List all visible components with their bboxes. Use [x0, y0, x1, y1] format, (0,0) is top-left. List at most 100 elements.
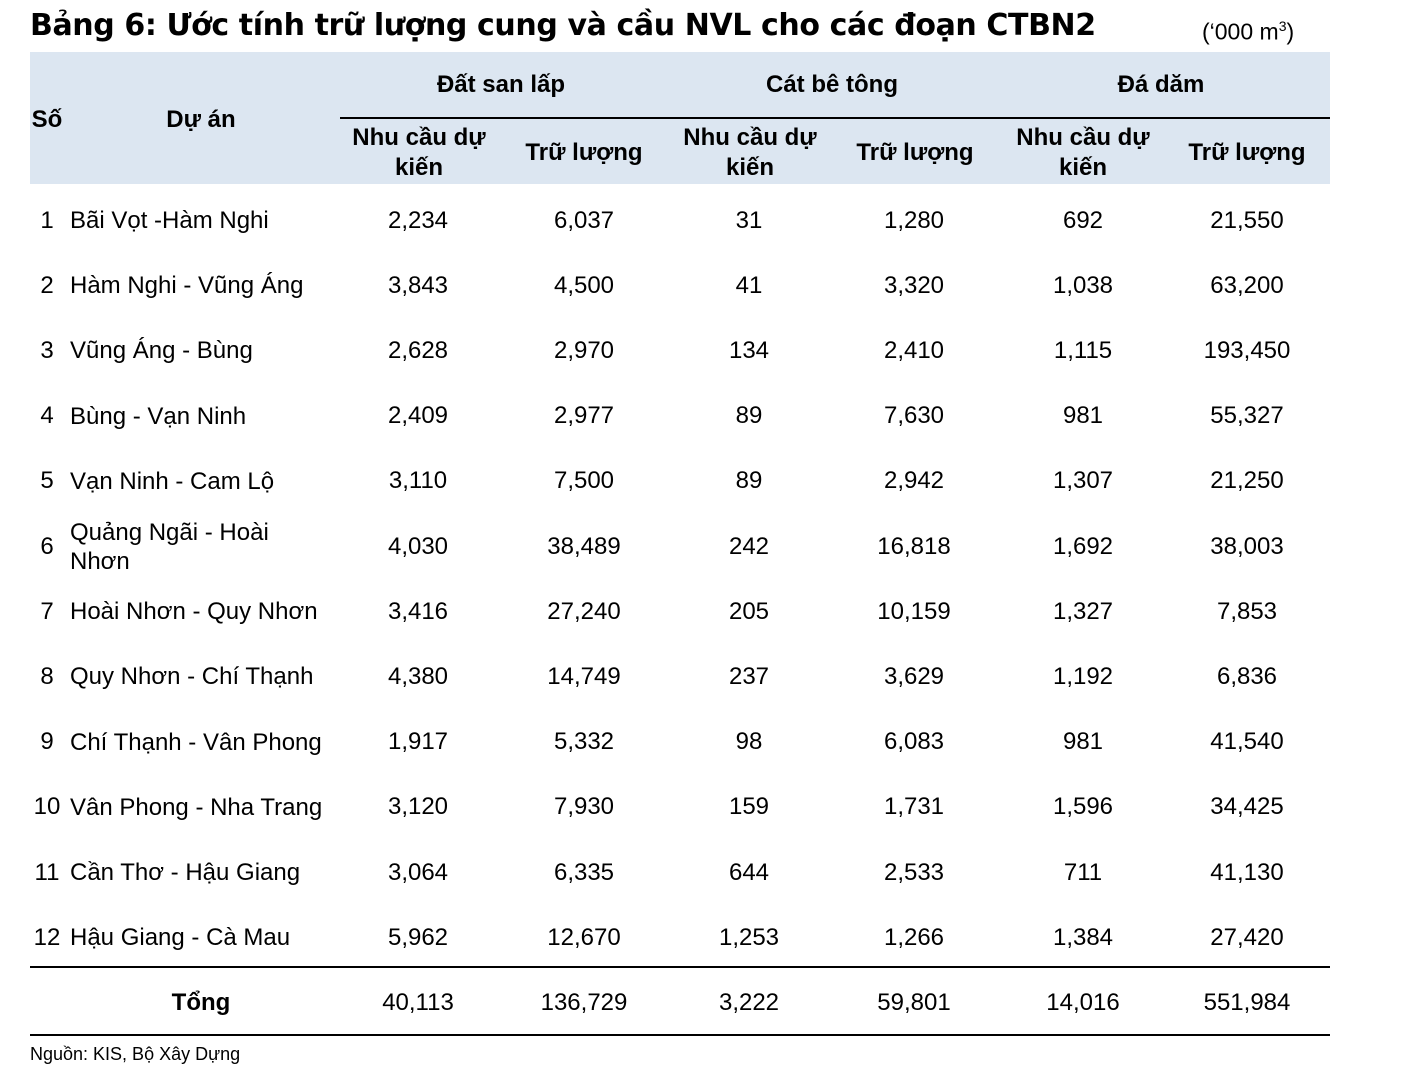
header-demand-2: Nhu cầu dự kiến [683, 124, 817, 181]
value-cell: 1,917 [387, 728, 449, 756]
value-cell: 1,307 [1052, 467, 1114, 495]
total-cell: 136,729 [540, 988, 628, 1016]
value-cell: 7,630 [883, 402, 945, 430]
value-cell: 2,977 [553, 402, 615, 430]
row-number: 10 [33, 793, 61, 821]
row-number: 11 [34, 858, 60, 886]
value-cell: 1,731 [883, 793, 945, 821]
value-cell: 1,253 [718, 923, 780, 951]
header-du-an: Dự án [166, 106, 236, 133]
project-name: Vũng Áng - Bùng [70, 337, 253, 365]
value-cell: 38,489 [547, 532, 621, 560]
value-cell: 3,843 [387, 271, 449, 299]
value-cell: 3,320 [883, 271, 945, 299]
value-cell: 1,596 [1052, 793, 1114, 821]
value-cell: 5,332 [553, 728, 615, 756]
value-cell: 1,327 [1052, 597, 1114, 625]
value-cell: 1,280 [883, 206, 945, 234]
row-number: 5 [40, 467, 54, 495]
total-cell: 551,984 [1203, 988, 1291, 1016]
value-cell: 1,192 [1052, 662, 1114, 690]
project-name: Hậu Giang - Cà Mau [70, 924, 291, 952]
value-cell: 10,159 [877, 597, 951, 625]
total-bottom-rule [30, 1034, 1330, 1036]
table-row: 2 Hàm Nghi - Vũng Áng 3,843 4,500 41 3,320 1,0… [30, 253, 1330, 318]
table-title: Bảng 6: Ước tính trữ lượng cung và cầu N… [30, 8, 1096, 43]
table-row: 4 Bùng - Vạn Ninh 2,409 2,977 89 7,630 981 55,3… [30, 384, 1330, 449]
project-name: Bùng - Vạn Ninh [70, 402, 247, 430]
value-cell: 41 [735, 271, 763, 299]
total-cell: 14,016 [1046, 988, 1120, 1016]
header-group-da-dam: Đá dăm [1117, 71, 1205, 98]
value-cell: 205 [728, 597, 770, 625]
unit-label: (‘000 m3) [1202, 18, 1295, 45]
value-cell: 34,425 [1210, 793, 1284, 821]
row-number: 1 [40, 206, 54, 234]
table-row: 6 Quảng Ngãi - Hoài Nhơn 4,030 38,489 242 16,… [30, 514, 1330, 579]
total-cell: 40,113 [382, 988, 454, 1016]
value-cell: 1,266 [883, 923, 945, 951]
value-cell: 21,550 [1210, 206, 1284, 234]
header-group-dat-san-lap: Đất san lấp [436, 71, 566, 98]
table-row: 8 Quy Nhơn - Chí Thạnh 4,380 14,749 237 3,629… [30, 644, 1330, 709]
value-cell: 4,380 [387, 662, 449, 690]
value-cell: 3,064 [387, 858, 449, 886]
header-demand-3: Nhu cầu dự kiến [1016, 124, 1150, 181]
total-label: Tổng [171, 988, 231, 1016]
value-cell: 692 [1062, 206, 1104, 234]
header-demand-1: Nhu cầu dự kiến [352, 124, 486, 181]
value-cell: 38,003 [1210, 532, 1284, 560]
value-cell: 7,500 [553, 467, 615, 495]
value-cell: 7,853 [1216, 597, 1278, 625]
value-cell: 12,670 [547, 923, 621, 951]
table-row: 3 Vũng Áng - Bùng 2,628 2,970 134 2,410 1,115 1… [30, 318, 1330, 383]
project-name: Quy Nhơn - Chí Thạnh [70, 663, 314, 691]
value-cell: 16,818 [877, 532, 951, 560]
value-cell: 159 [728, 793, 770, 821]
value-cell: 27,420 [1210, 923, 1284, 951]
project-name: Cần Thơ - Hậu Giang [70, 859, 301, 886]
value-cell: 63,200 [1210, 271, 1284, 299]
value-cell: 1,038 [1052, 271, 1114, 299]
value-cell: 41,540 [1210, 728, 1284, 756]
value-cell: 2,970 [553, 336, 615, 364]
value-cell: 4,030 [387, 532, 449, 560]
value-cell: 6,836 [1216, 662, 1278, 690]
table-row: 11 Cần Thơ - Hậu Giang 3,064 6,335 644 2,533 7… [30, 840, 1330, 905]
source-note: Nguồn: KIS, Bộ Xây Dựng [30, 1044, 241, 1064]
value-cell: 1,115 [1053, 336, 1113, 364]
value-cell: 981 [1062, 402, 1104, 430]
header-reserve-1: Trữ lượng [525, 139, 643, 166]
row-number: 12 [33, 923, 61, 951]
table-row: 10 Vân Phong - Nha Trang 3,120 7,930 159 1,73… [30, 775, 1330, 840]
value-cell: 3,110 [388, 467, 448, 495]
value-cell: 193,450 [1203, 336, 1291, 364]
value-cell: 21,250 [1210, 467, 1284, 495]
value-cell: 711 [1063, 858, 1103, 886]
value-cell: 6,335 [553, 858, 615, 886]
value-cell: 27,240 [547, 597, 621, 625]
project-name: Vạn Ninh - Cam Lộ [70, 467, 275, 495]
value-cell: 2,410 [883, 336, 945, 364]
table-row: 5 Vạn Ninh - Cam Lộ 3,110 7,500 89 2,942 1,307… [30, 449, 1330, 514]
project-name: Chí Thạnh - Vân Phong [70, 728, 322, 756]
row-number: 2 [40, 271, 54, 299]
project-name: Bãi Vọt -Hàm Nghi [70, 207, 269, 234]
table-row: 1 Bãi Vọt -Hàm Nghi 2,234 6,037 31 1,280 692 21… [30, 188, 1330, 253]
value-cell: 7,930 [553, 793, 615, 821]
value-cell: 2,533 [883, 858, 945, 886]
value-cell: 981 [1062, 728, 1104, 756]
value-cell: 2,942 [883, 467, 945, 495]
table-row: 12 Hậu Giang - Cà Mau 5,962 12,670 1,253 1,26… [30, 905, 1330, 970]
total-top-rule [30, 966, 1330, 968]
header-divider [340, 117, 1330, 119]
value-cell: 237 [728, 662, 770, 690]
value-cell: 98 [735, 728, 763, 756]
project-name: Hàm Nghi - Vũng Áng [70, 272, 304, 300]
row-number: 9 [40, 728, 54, 756]
value-cell: 1,692 [1052, 532, 1114, 560]
row-number: 6 [40, 532, 54, 560]
table-row: 7 Hoài Nhơn - Quy Nhơn 3,416 27,240 205 10,15… [30, 579, 1330, 644]
value-cell: 4,500 [553, 271, 615, 299]
value-cell: 41,130 [1210, 858, 1284, 886]
